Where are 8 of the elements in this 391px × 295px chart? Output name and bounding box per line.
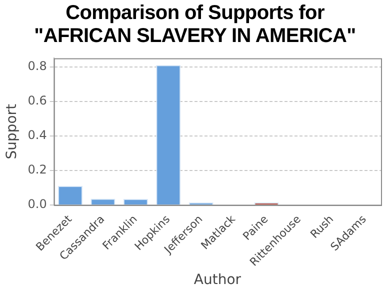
y-tick-label: 0.0 xyxy=(28,197,47,212)
x-axis-title: Author xyxy=(194,272,242,288)
y-tick-label: 0.8 xyxy=(28,58,47,73)
y-axis-title: Support xyxy=(4,103,20,160)
y-tick-label: 0.4 xyxy=(28,128,47,142)
y-tick-label: 0.2 xyxy=(28,162,47,177)
y-tick-label: 0.6 xyxy=(28,94,47,108)
chart-title: Comparison of Supports for "AFRICAN SLAVERY IN AMERICA" xyxy=(33,2,357,48)
